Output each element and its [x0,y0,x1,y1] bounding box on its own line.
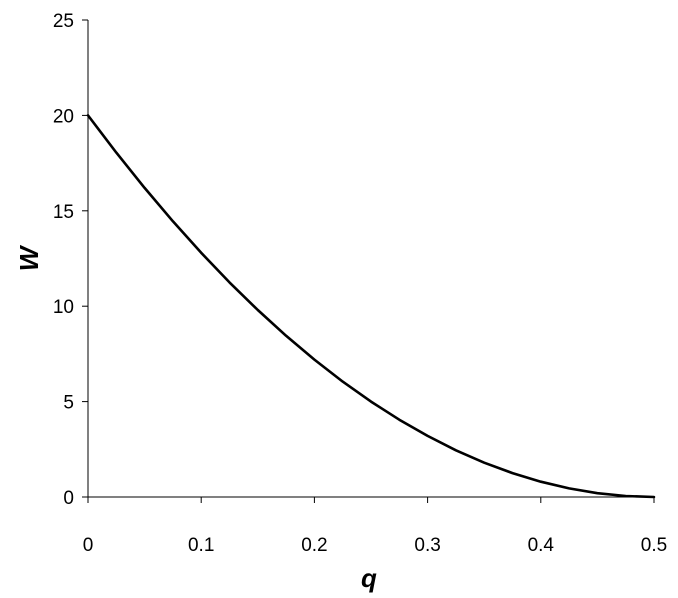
series-line [86,114,656,499]
x-tick-label: 0.2 [301,535,327,556]
series [86,114,656,499]
x-tick-label: 0.3 [414,535,440,556]
y-tick-label: 25 [53,11,74,32]
x-tick-label: 0.5 [641,535,667,556]
x-axis-title: q [361,563,377,593]
x-tick-label: 0.1 [188,535,214,556]
y-tick-label: 0 [63,488,74,509]
y-axis-title: W [14,244,44,271]
axes [87,20,654,498]
y-tick-label: 5 [63,393,74,414]
x-tick-label: 0 [83,535,94,556]
y-tick-label: 20 [53,106,74,127]
y-tick-label: 15 [53,202,74,223]
y-tick-label: 10 [53,297,74,318]
x-tick-label: 0.4 [528,535,555,556]
ticks: 0 5 10 15 20 25 0 0.1 0.2 0.3 0.4 0.5 [53,11,667,556]
